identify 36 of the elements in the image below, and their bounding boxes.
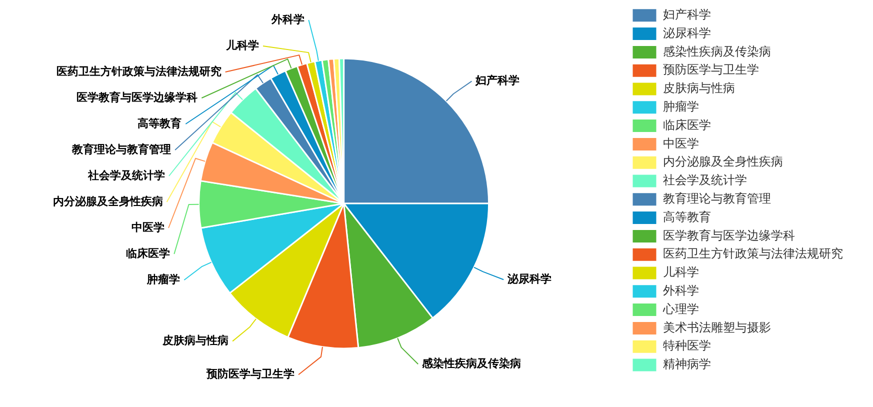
slice-label: 医药卫生方针政策与法律法规研究 — [56, 64, 222, 78]
legend-label: 内分泌腺及全身性疾病 — [663, 154, 783, 169]
slice-label: 预防医学与卫生学 — [206, 367, 295, 380]
legend-label: 医药卫生方针政策与法律法规研究 — [663, 246, 843, 261]
legend-label: 医学教育与医学边缘学科 — [663, 228, 795, 242]
slice-label: 皮肤病与性病 — [162, 334, 229, 348]
slice-label: 儿科学 — [225, 38, 260, 52]
legend-label: 肿瘤学 — [663, 100, 699, 114]
legend-label: 心理学 — [662, 302, 699, 316]
slice-label: 感染性疾病及传染病 — [421, 357, 522, 370]
legend-label: 临床医学 — [663, 118, 711, 132]
slice-label: 中医学 — [132, 220, 165, 234]
slice-label: 肿瘤学 — [146, 272, 180, 286]
legend-label: 泌尿科学 — [663, 26, 711, 40]
slice-label: 医学教育与医学边缘学科 — [76, 90, 198, 104]
legend-label: 中医学 — [663, 136, 699, 150]
legend-label: 精神病学 — [663, 357, 711, 372]
slice-label: 社会学及统计学 — [86, 168, 165, 182]
legend-label: 特种医学 — [663, 338, 711, 353]
legend-label: 妇产科学 — [663, 8, 711, 22]
legend-label: 皮肤病与性病 — [663, 81, 735, 96]
legend-label: 教育理论与教育管理 — [663, 192, 771, 206]
slice-label: 泌尿科学 — [506, 272, 552, 286]
legend-label: 美术书法雕塑与摄影 — [663, 320, 771, 334]
legend-label: 预防医学与卫生学 — [663, 62, 759, 77]
legend-label: 儿科学 — [663, 265, 699, 280]
legend-label: 感染性疾病及传染病 — [663, 44, 771, 58]
slice-label: 内分泌腺及全身性疾病 — [52, 194, 163, 208]
slice-label: 外科学 — [270, 12, 305, 26]
legend-label: 外科学 — [663, 284, 699, 298]
slice-label: 教育理论与教育管理 — [71, 142, 172, 156]
slice-label: 妇产科学 — [474, 74, 520, 88]
legend-label: 社会学及统计学 — [663, 173, 747, 188]
legend-label: 高等教育 — [663, 210, 711, 224]
slice-label: 临床医学 — [126, 246, 170, 260]
slice-label: 高等教育 — [138, 116, 182, 130]
